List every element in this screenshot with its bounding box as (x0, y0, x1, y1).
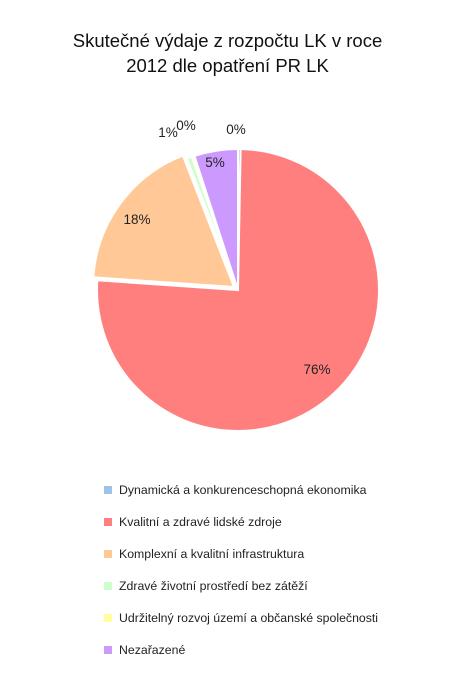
legend-item-dynamicka-a-konkurenceschopna-ekonomika: Dynamická a konkurenceschopná ekonomika (104, 474, 444, 506)
data-label-udrzitelny-rozvoj-uzemi-a-obcanske-spolecnosti: 0% (176, 118, 196, 133)
data-label-dynamicka-a-konkurenceschopna-ekonomika: 0% (226, 122, 246, 137)
data-label-kvalitni-a-zdrave-lidske-zdroje: 76% (303, 362, 330, 377)
chart-legend: Dynamická a konkurenceschopná ekonomika K… (104, 474, 444, 666)
pie-slice-kvalitni-a-zdrave-lidske-zdroje (96, 148, 380, 432)
legend-item-nezarazene: Nezařazené (104, 634, 444, 666)
pie-slice-nezarazene (193, 147, 239, 291)
legend-label: Dynamická a konkurenceschopná ekonomika (119, 483, 367, 497)
legend-swatch (104, 582, 112, 590)
legend-item-zdrave-zivotni-prostredi-bez-zatezi: Zdravé životní prostředí bez zátěží (104, 570, 444, 602)
pie-slice-komplexni-a-kvalitni-infrastruktura (92, 154, 236, 289)
data-label-nezarazene: 5% (205, 155, 225, 170)
legend-item-udrzitelny-rozvoj-uzemi-a-obcanske-spolecnosti: Udržitelný rozvoj území a občanské spole… (104, 602, 444, 634)
legend-label: Nezařazené (119, 643, 186, 657)
legend-label: Udržitelný rozvoj území a občanské spole… (119, 611, 379, 625)
legend-swatch (104, 518, 112, 526)
legend-item-komplexni-a-kvalitni-infrastruktura: Komplexní a kvalitní infrastruktura (104, 538, 444, 570)
legend-item-kvalitni-a-zdrave-lidske-zdroje: Kvalitní a zdravé lidské zdroje (104, 506, 444, 538)
chart-title: Skutečné výdaje z rozpočtu LK v roce 201… (0, 28, 455, 78)
legend-swatch (104, 614, 112, 622)
chart-title-line-2: 2012 dle opatření PR LK (126, 55, 329, 76)
legend-label: Komplexní a kvalitní infrastruktura (119, 547, 305, 561)
chart-title-line-1: Skutečné výdaje z rozpočtu LK v roce (72, 30, 383, 51)
legend-swatch (104, 486, 112, 494)
legend-label: Kvalitní a zdravé lidské zdroje (119, 515, 282, 529)
legend-swatch (104, 646, 112, 654)
data-label-komplexni-a-kvalitni-infrastruktura: 18% (123, 212, 150, 227)
data-label-zdrave-zivotni-prostredi-bez-zatezi: 1% (158, 125, 178, 140)
legend-label: Zdravé životní prostředí bez zátěží (119, 579, 308, 593)
legend-swatch (104, 550, 112, 558)
